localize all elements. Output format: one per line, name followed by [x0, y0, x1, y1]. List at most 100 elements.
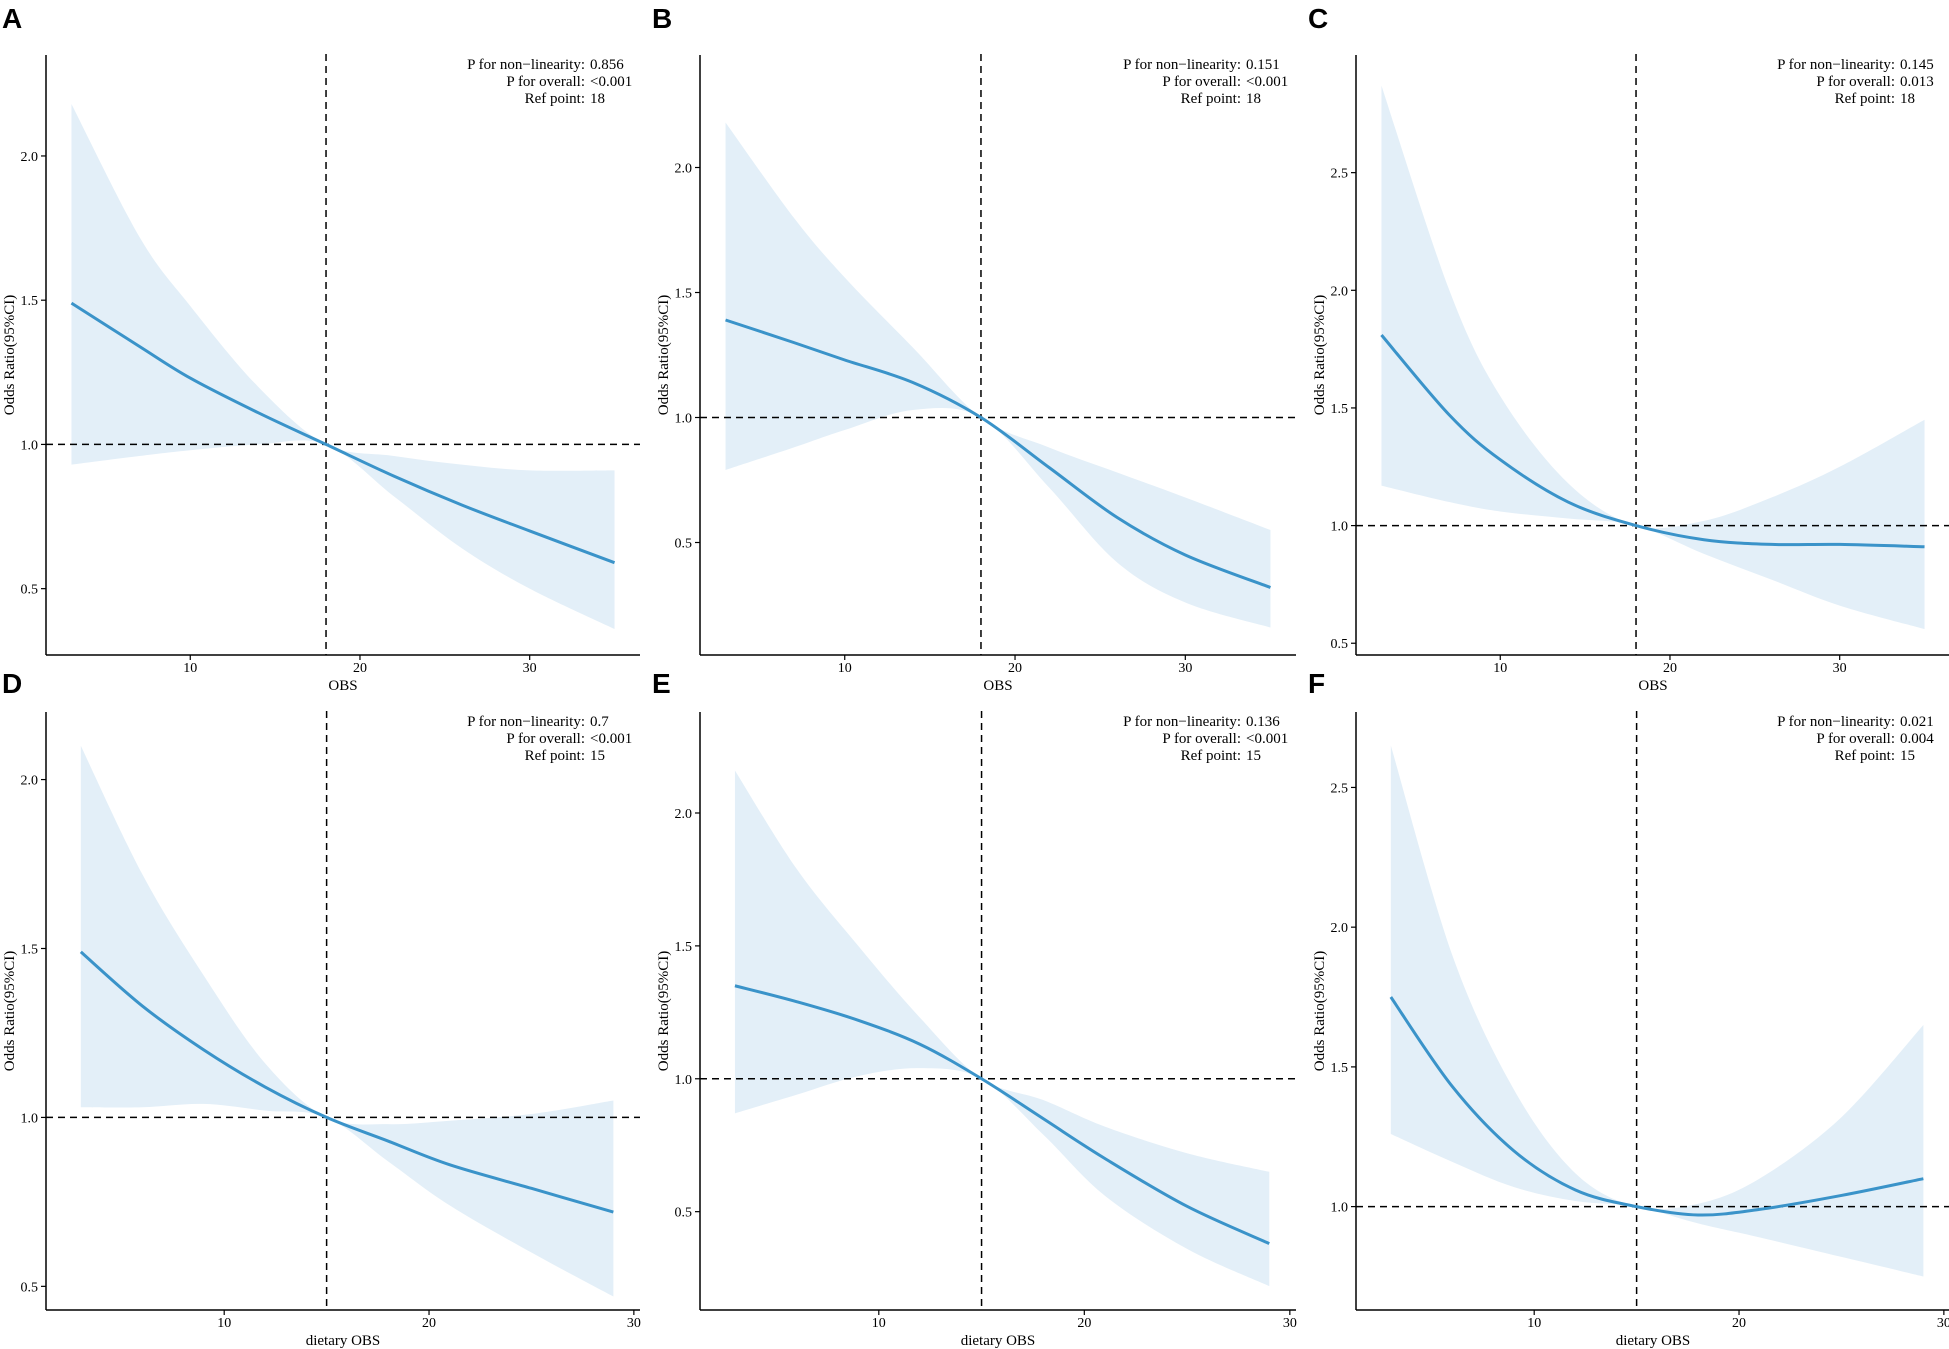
panel-d-annotation-label: P for non−linearity: — [467, 714, 585, 730]
panel-f-letter: F — [1308, 668, 1325, 699]
panel-d-xtick-label: 10 — [217, 1316, 231, 1331]
panel-a-xtick-label: 10 — [183, 661, 197, 676]
panel-c-series-line — [1380, 334, 1925, 549]
panel-a-annotation-label: Ref point: — [525, 91, 585, 107]
panel-d-ytick-label: 2.0 — [21, 774, 39, 789]
panel-a-xlabel: OBS — [328, 678, 357, 694]
panel-d-ci-band — [80, 745, 614, 1297]
panel-d-annotation-label: P for overall: — [506, 731, 585, 747]
panel-e-ytick-label: 1.0 — [675, 1073, 693, 1088]
panel-b-ytick-label: 0.5 — [675, 537, 693, 552]
panel-b-annotation-value: <0.001 — [1246, 74, 1288, 90]
panel-d-annotation-label: Ref point: — [525, 748, 585, 764]
panel-a-annotation-value: 0.856 — [590, 57, 624, 73]
panel-d-annotation-value: 0.7 — [590, 714, 609, 730]
panel-f-ytick-label: 2.5 — [1331, 781, 1349, 796]
panel-a-ytick-label: 2.0 — [21, 150, 39, 165]
panel-f-ylabel: Odds Ratio(95%CI) — [1312, 951, 1328, 1071]
panel-d-ytick-label: 1.0 — [21, 1111, 39, 1126]
panel-b: 0.5 1.0 1.5 2.0 10 20 30 OBS Odds Ratio(95%CI) P … — [652, 3, 1296, 694]
panel-e-xtick-label: 20 — [1077, 1316, 1091, 1331]
panel-e-ci-band — [734, 770, 1270, 1287]
panel-e: 0.5 1.0 1.5 2.0 10 20 30 dietary OBS Odds Ratio(… — [652, 668, 1297, 1349]
panel-c-annotation-value: 18 — [1900, 91, 1915, 107]
panel-b-xtick-label: 20 — [1008, 661, 1022, 676]
panel-f-ytick-label: 2.0 — [1331, 921, 1349, 936]
panel-d-series-line — [79, 950, 614, 1214]
panel-d-annotation-value: 15 — [590, 748, 605, 764]
panel-f-annotation-label: P for overall: — [1816, 731, 1895, 747]
panel-a-xtick-label: 20 — [353, 661, 367, 676]
panel-b-ylabel: Odds Ratio(95%CI) — [656, 295, 672, 415]
panel-a-ci-band — [71, 104, 615, 630]
panel-d-ylabel: Odds Ratio(95%CI) — [2, 951, 18, 1071]
panel-e-ytick-label: 1.5 — [675, 940, 693, 955]
panel-e-annotation-label: Ref point: — [1181, 748, 1241, 764]
panel-b-annotation-value: 0.151 — [1246, 57, 1280, 73]
panel-f-annotation-label: Ref point: — [1835, 748, 1895, 764]
panel-e-series-line — [734, 984, 1270, 1245]
panel-c-xlabel: OBS — [1638, 678, 1667, 694]
panel-a-ytick-label: 0.5 — [21, 583, 39, 598]
panel-a-ytick-label: 1.5 — [21, 294, 39, 309]
panel-d-letter: D — [2, 668, 22, 699]
panel-c-annotation-label: P for non−linearity: — [1777, 57, 1895, 73]
panel-b-xtick-label: 10 — [838, 661, 852, 676]
panel-e-ytick-label: 2.0 — [675, 807, 693, 822]
panel-b-annotation-label: Ref point: — [1181, 91, 1241, 107]
panel-d: 0.5 1.0 1.5 2.0 10 20 30 dietary OBS Odds Ratio(… — [2, 668, 641, 1349]
panel-b-ytick-label: 1.5 — [675, 287, 693, 302]
panel-a-ytick-label: 1.0 — [21, 438, 39, 453]
panel-c-annotation-label: P for overall: — [1816, 74, 1895, 90]
panel-c-ytick-label: 2.5 — [1331, 167, 1349, 182]
panel-b-ytick-label: 2.0 — [675, 162, 693, 177]
panel-e-annotation-label: P for non−linearity: — [1123, 714, 1241, 730]
panel-e-xlabel: dietary OBS — [961, 1333, 1036, 1349]
panel-e-annotation-label: P for overall: — [1162, 731, 1241, 747]
panel-f: 1.0 1.5 2.0 2.5 10 20 30 dietary OBS Odds Ratio(… — [1308, 668, 1949, 1349]
panel-e-ytick-label: 0.5 — [675, 1206, 693, 1221]
panel-c-annotation-value: 0.013 — [1900, 74, 1934, 90]
panel-f-xtick-label: 20 — [1732, 1316, 1746, 1331]
panel-c-ytick-label: 0.5 — [1331, 637, 1349, 652]
panel-e-ylabel: Odds Ratio(95%CI) — [656, 951, 672, 1071]
panel-c-ytick-label: 1.0 — [1331, 520, 1349, 535]
panel-f-ytick-label: 1.0 — [1331, 1201, 1349, 1216]
panel-c-xtick-label: 20 — [1663, 661, 1677, 676]
panel-d-xlabel: dietary OBS — [306, 1333, 381, 1349]
panel-f-ci-band — [1390, 745, 1924, 1277]
panel-c-xtick-label: 30 — [1833, 661, 1847, 676]
panel-c-letter: C — [1308, 3, 1328, 34]
panel-d-annotation-value: <0.001 — [590, 731, 632, 747]
panel-b-letter: B — [652, 3, 672, 34]
panel-f-annotation-label: P for non−linearity: — [1777, 714, 1895, 730]
panel-a-annotation-value: <0.001 — [590, 74, 632, 90]
panel-b-series-line — [725, 318, 1271, 589]
panel-d-xtick-label: 30 — [627, 1316, 641, 1331]
panel-f-annotation-value: 0.004 — [1900, 731, 1934, 747]
panel-a: 0.5 1.0 1.5 2.0 10 20 30 OBS Odds Ratio(95%CI) P … — [2, 3, 640, 694]
panel-c-annotation-label: Ref point: — [1835, 91, 1895, 107]
panel-c-ylabel: Odds Ratio(95%CI) — [1312, 295, 1328, 415]
panel-e-annotation-value: 0.136 — [1246, 714, 1280, 730]
panel-e-annotation-value: <0.001 — [1246, 731, 1288, 747]
panel-e-annotation-value: 15 — [1246, 748, 1261, 764]
panel-a-series-line — [70, 301, 616, 565]
panel-b-xtick-label: 30 — [1178, 661, 1192, 676]
panel-b-annotation-label: P for non−linearity: — [1123, 57, 1241, 73]
panel-d-ytick-label: 1.5 — [21, 942, 39, 957]
panel-f-series-line — [1389, 996, 1924, 1217]
panel-b-ytick-label: 1.0 — [675, 412, 693, 427]
panel-f-ytick-label: 1.5 — [1331, 1061, 1349, 1076]
panel-c-ytick-label: 1.5 — [1331, 402, 1349, 417]
panel-b-annotation-value: 18 — [1246, 91, 1261, 107]
panel-a-xtick-label: 30 — [523, 661, 537, 676]
panel-d-ytick-label: 0.5 — [21, 1280, 39, 1295]
panel-c-ytick-label: 2.0 — [1331, 284, 1349, 299]
panel-a-annotation-label: P for non−linearity: — [467, 57, 585, 73]
panel-a-annotation-value: 18 — [590, 91, 605, 107]
panel-c-ci-band — [1381, 85, 1925, 630]
panel-f-xlabel: dietary OBS — [1616, 1333, 1691, 1349]
panel-b-annotation-label: P for overall: — [1162, 74, 1241, 90]
